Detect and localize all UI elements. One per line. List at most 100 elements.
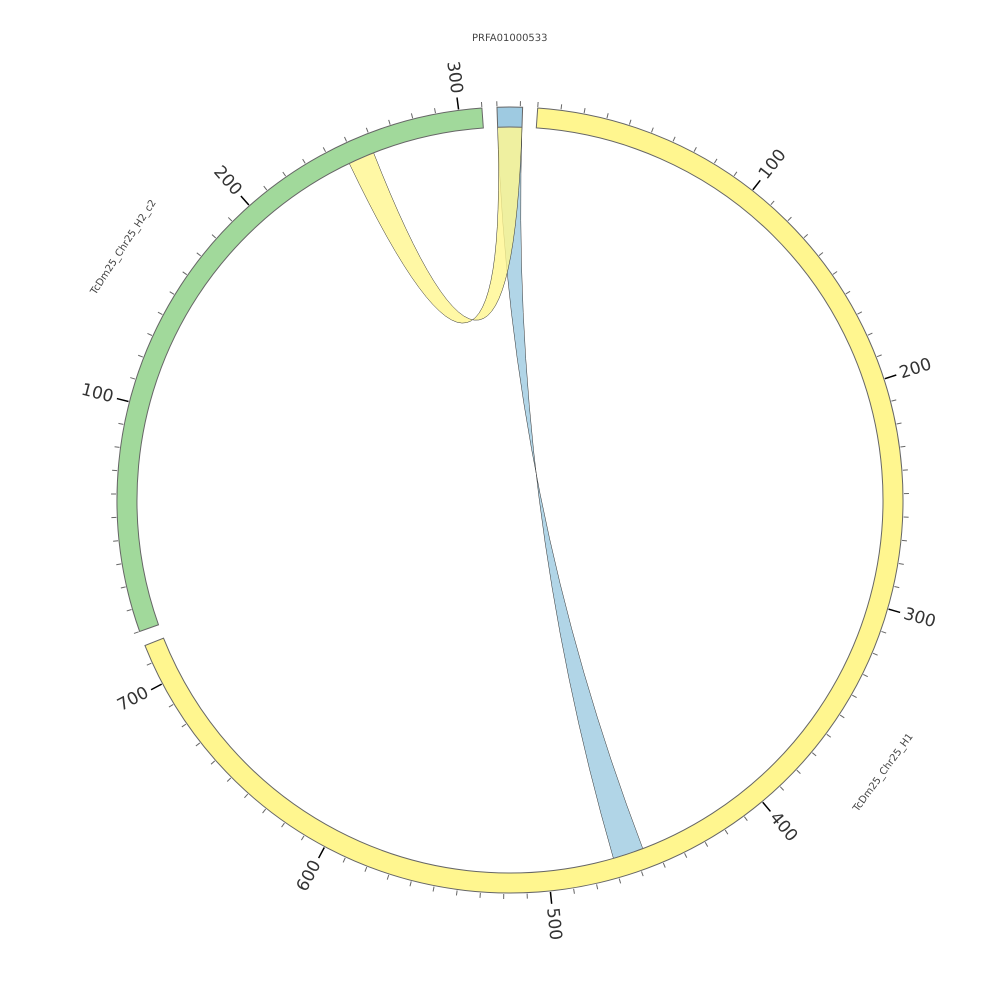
minor-tick: [195, 742, 201, 747]
major-tick: [549, 891, 553, 904]
tick-label: 600: [293, 857, 326, 895]
minor-tick: [226, 777, 232, 782]
minor-tick: [410, 113, 414, 119]
tick-label: 300: [901, 604, 938, 632]
minor-tick: [302, 158, 306, 164]
minor-tick: [901, 539, 907, 542]
minor-tick: [672, 136, 676, 142]
minor-tick: [126, 609, 132, 612]
tick-label: 200: [897, 354, 934, 383]
minor-tick: [388, 119, 391, 125]
tick-label: 700: [114, 683, 152, 716]
minor-tick: [891, 399, 897, 402]
major-tick: [240, 195, 250, 206]
minor-tick: [211, 234, 217, 239]
minor-tick: [651, 127, 654, 133]
segment: [116, 107, 484, 633]
segment-label: TcDm25_Chr25_H2_c2: [88, 198, 158, 298]
minor-tick: [344, 136, 348, 142]
tick-label: 400: [765, 808, 801, 846]
tick-label: 100: [79, 380, 115, 407]
minor-tick: [898, 563, 904, 565]
minor-tick: [803, 233, 809, 239]
minor-tick: [872, 652, 878, 656]
segment: [144, 107, 904, 894]
minor-tick: [826, 733, 832, 738]
minor-tick: [693, 146, 697, 152]
minor-tick: [130, 377, 136, 380]
minor-tick: [210, 760, 216, 765]
minor-tick: [811, 752, 817, 757]
minor-tick: [618, 878, 622, 884]
minor-tick: [724, 829, 729, 835]
minor-tick: [120, 586, 126, 589]
minor-tick: [628, 119, 632, 125]
minor-tick: [182, 271, 188, 276]
minor-tick: [263, 185, 268, 191]
minor-tick: [455, 890, 458, 896]
minor-tick: [281, 822, 285, 828]
minor-tick: [432, 886, 435, 892]
minor-tick: [227, 217, 233, 222]
minor-tick: [365, 127, 369, 133]
minor-tick: [181, 723, 187, 728]
minor-tick: [262, 808, 267, 814]
minor-tick: [733, 171, 738, 177]
minor-tick: [118, 422, 124, 425]
minor-tick: [282, 171, 287, 177]
minor-tick: [386, 874, 390, 880]
minor-tick: [818, 252, 824, 256]
minor-tick: [244, 793, 249, 799]
minor-tick: [138, 354, 144, 358]
major-tick: [762, 801, 772, 812]
minor-tick: [713, 158, 718, 164]
minor-tick: [863, 674, 868, 678]
minor-tick: [560, 104, 563, 110]
major-tick: [884, 374, 897, 380]
minor-tick: [743, 816, 748, 822]
minor-tick: [116, 563, 122, 566]
major-tick: [317, 847, 325, 859]
minor-tick: [896, 422, 902, 425]
minor-tick: [168, 704, 174, 708]
minor-tick: [583, 108, 586, 114]
tick-label: 100: [755, 145, 791, 183]
minor-tick: [114, 446, 120, 448]
minor-tick: [704, 841, 709, 847]
tick-label: 300: [442, 60, 466, 95]
minor-tick: [342, 857, 346, 863]
link: [497, 126, 644, 859]
minor-tick: [409, 881, 412, 887]
link: [348, 126, 523, 324]
major-tick: [888, 608, 901, 614]
minor-tick: [857, 311, 863, 315]
minor-tick: [146, 662, 152, 666]
minor-tick: [157, 311, 163, 316]
minor-tick: [196, 252, 202, 257]
minor-tick: [900, 445, 906, 448]
minor-tick: [876, 354, 882, 358]
minor-tick: [434, 108, 436, 114]
minor-tick: [147, 332, 153, 336]
major-tick: [456, 97, 460, 110]
minor-tick: [779, 786, 785, 791]
minor-tick: [770, 200, 775, 206]
minor-tick: [845, 290, 851, 295]
minor-tick: [133, 631, 139, 634]
segment-label: PRFA01000533: [472, 33, 548, 44]
minor-tick: [894, 586, 900, 589]
minor-tick: [573, 888, 575, 894]
major-tick: [116, 397, 129, 403]
minor-tick: [169, 291, 175, 295]
minor-tick: [113, 540, 119, 542]
minor-tick: [606, 113, 609, 119]
major-tick: [752, 179, 761, 191]
minor-tick: [641, 871, 644, 877]
minor-tick: [322, 147, 327, 153]
minor-tick: [881, 630, 887, 634]
segment: [496, 106, 524, 128]
minor-tick: [364, 866, 368, 872]
segment-label: TcDm25_Chr25_H1: [851, 732, 916, 815]
major-tick: [150, 683, 163, 691]
